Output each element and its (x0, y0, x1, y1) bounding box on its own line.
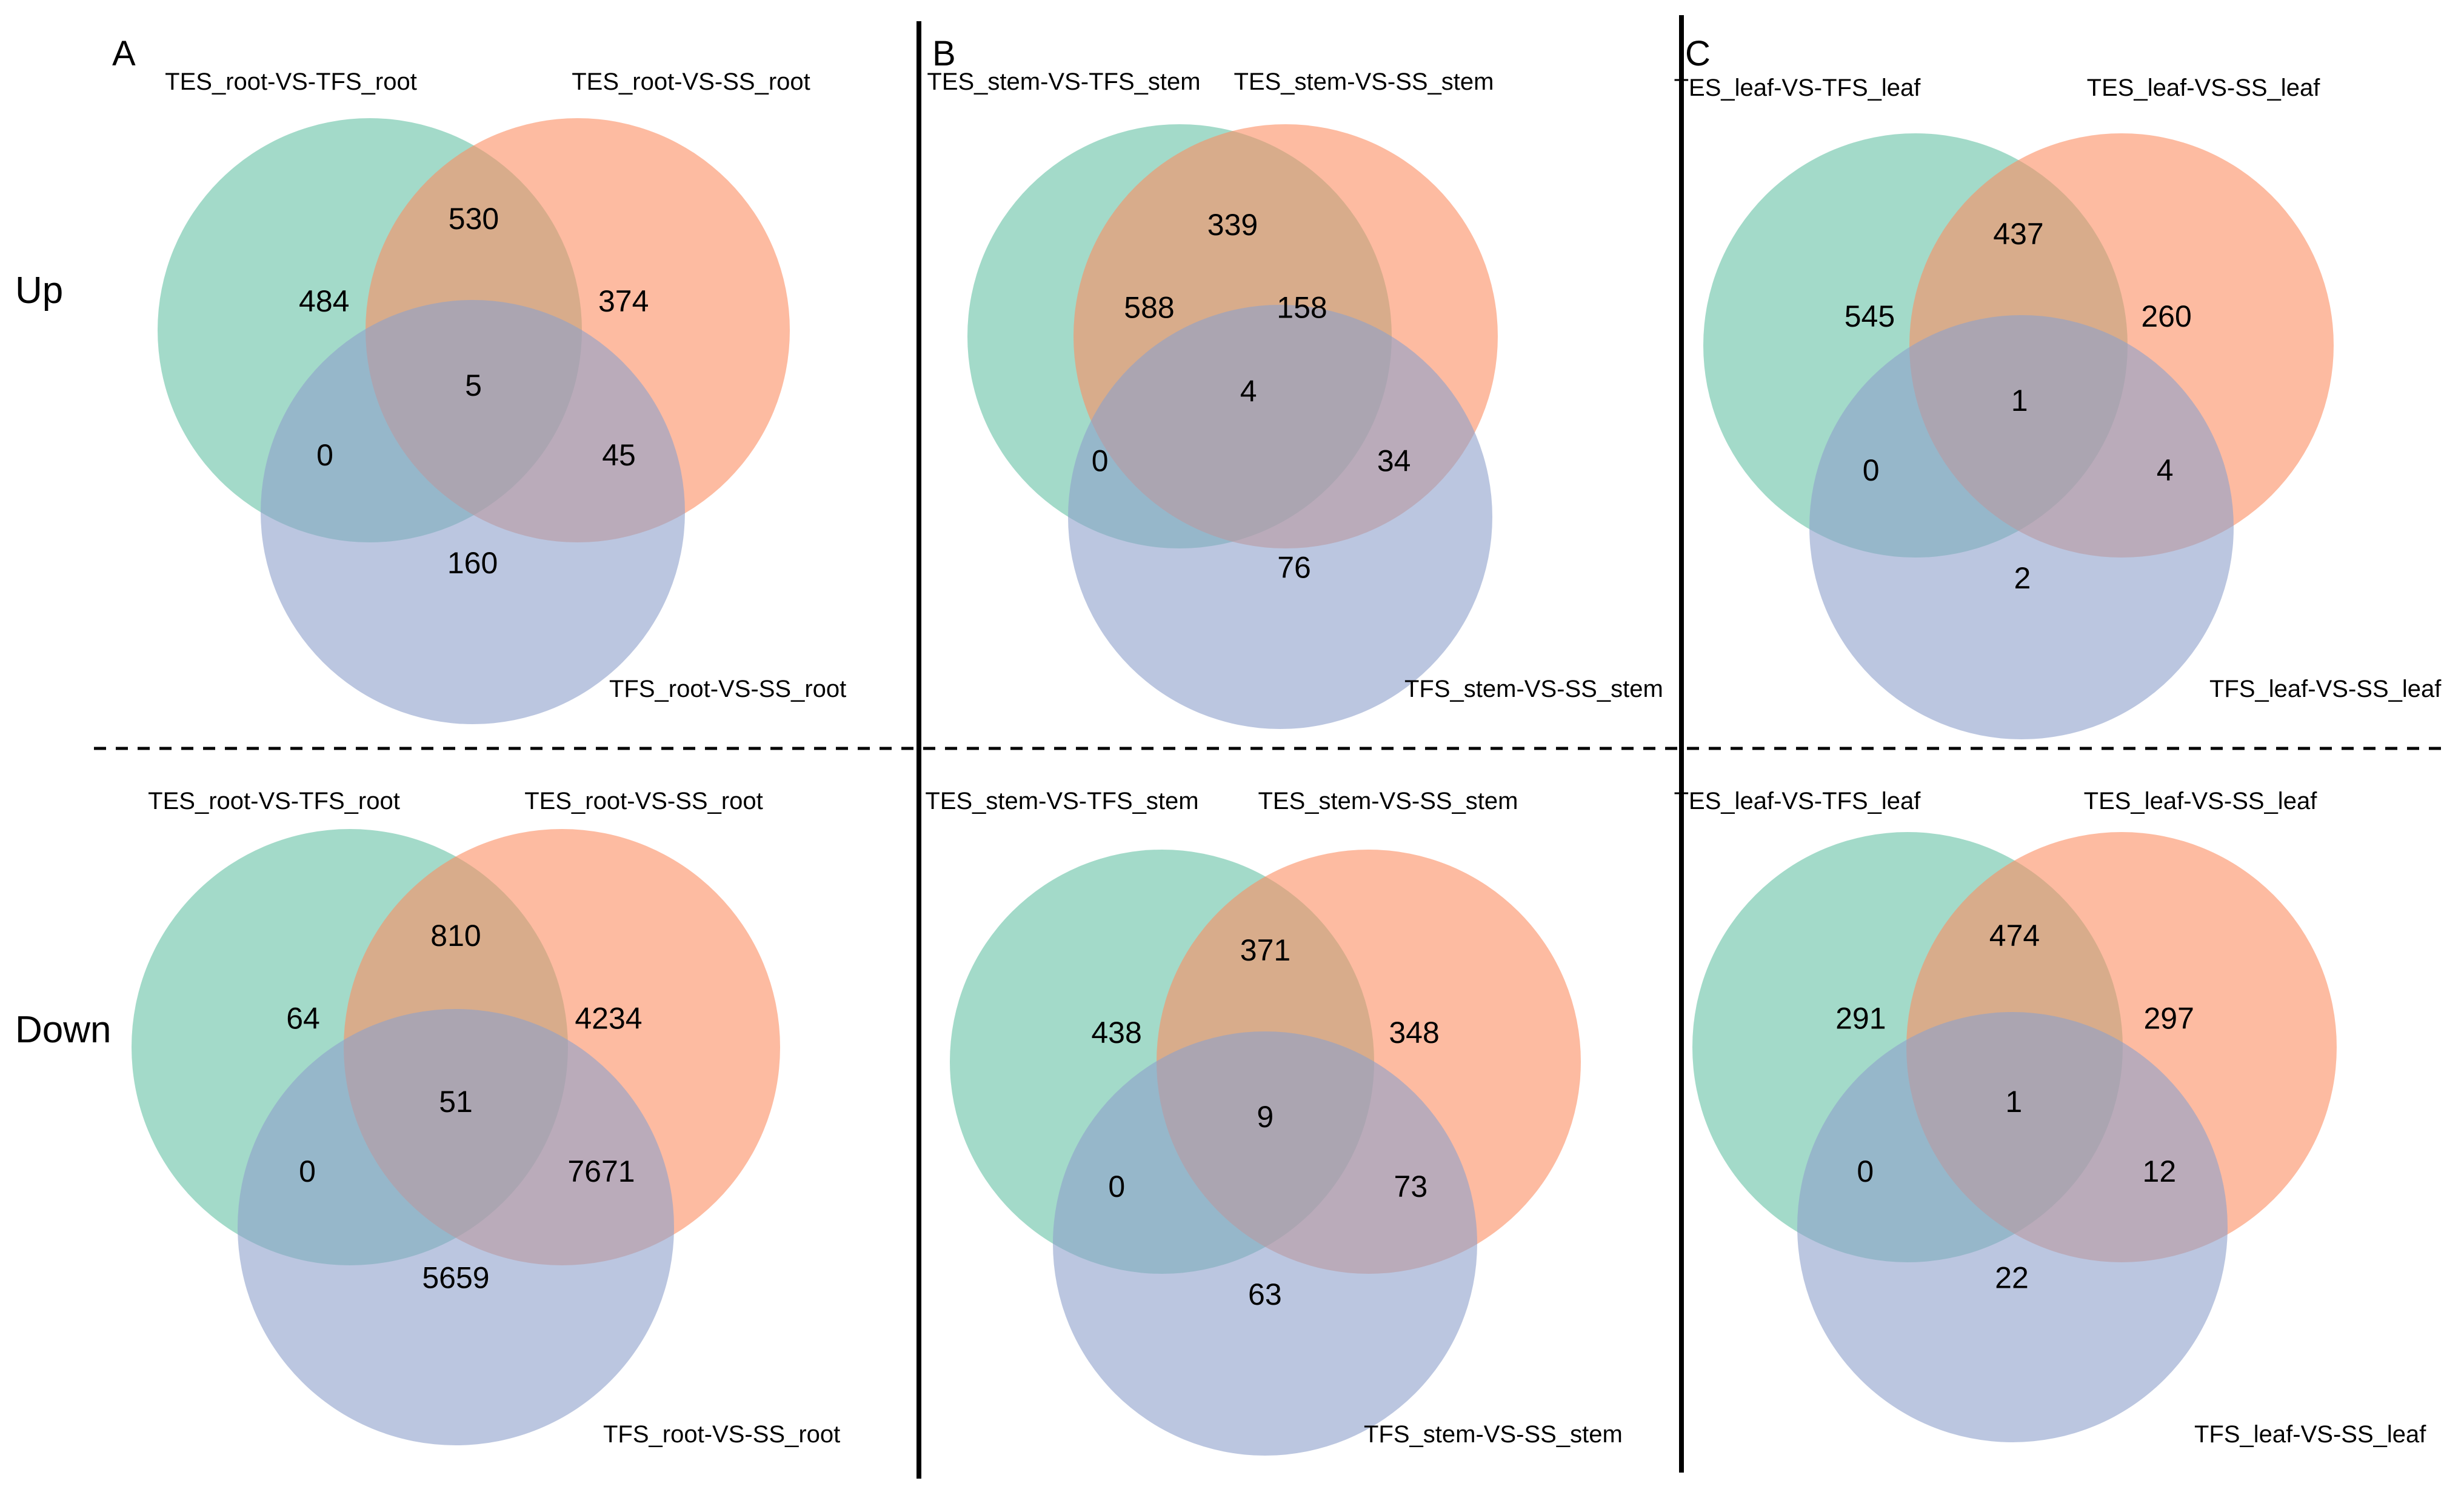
venn-set-label-3: TFS_stem-VS-SS_stem (1404, 676, 1663, 702)
venn-count-only2: 260 (2141, 299, 2191, 333)
venn-count-s23: 73 (1394, 1170, 1428, 1204)
venn-panel-a-down: TES_root-VS-TFS_root TES_root-VS-SS_root T… (132, 788, 840, 1448)
venn-count-only1: 438 (1091, 1016, 1141, 1050)
venn-count-s13: 0 (1108, 1170, 1125, 1204)
venn-count-only1: 484 (299, 284, 349, 318)
venn-count-only2: 4234 (575, 1002, 642, 1036)
venn-set-label-1: TES_leaf-VS-TFS_leaf (1674, 75, 1921, 101)
venn-set-label-1: TES_stem-VS-TFS_stem (927, 68, 1200, 95)
venn-set-label-3: TFS_root-VS-SS_root (603, 1421, 840, 1448)
venn-count-only2: 374 (598, 284, 649, 318)
venn-set-label-2: TES_stem-VS-SS_stem (1234, 68, 1494, 95)
venn-panel-c-up: TES_leaf-VS-TFS_leaf TES_leaf-VS-SS_leaf T… (1674, 75, 2442, 739)
venn-count-s123: 1 (2011, 384, 2028, 418)
venn-set-label-3: TFS_root-VS-SS_root (609, 676, 846, 702)
venn-count-only3: 63 (1248, 1277, 1282, 1311)
venn-count-s12: 530 (449, 202, 499, 236)
venn-count-only1: 588 (1124, 290, 1174, 324)
row-label-up: Up (15, 270, 63, 311)
venn-count-s123: 9 (1257, 1100, 1274, 1134)
venn-count-s123: 4 (1240, 375, 1257, 408)
venn-circle-set3 (1797, 1012, 2228, 1442)
venn-set-label-2: TES_leaf-VS-SS_leaf (2084, 788, 2318, 814)
venn-count-only1: 64 (286, 1002, 320, 1036)
venn-count-only3: 22 (1995, 1260, 2029, 1294)
row-label-down: Down (15, 1009, 112, 1051)
venn-count-s12: 339 (1207, 208, 1258, 242)
venn-count-s13: 0 (1092, 444, 1109, 478)
venn-count-only3: 160 (447, 546, 498, 580)
venn-set-label-1: TES_leaf-VS-TFS_leaf (1674, 788, 1921, 814)
venn-count-s12: 474 (1989, 919, 2040, 953)
venn-count-only1: 291 (1835, 1002, 1886, 1036)
panel-label-c: C (1685, 34, 1711, 73)
venn-set-label-1: TES_stem-VS-TFS_stem (925, 788, 1198, 814)
venn-panel-b-up: TES_stem-VS-TFS_stem TES_stem-VS-SS_stem T… (927, 68, 1663, 729)
venn-circle-set3 (1053, 1031, 1477, 1456)
venn-circle-set3 (238, 1009, 674, 1445)
venn-count-s23: 34 (1377, 444, 1411, 478)
venn-circle-set3 (1809, 315, 2234, 739)
venn-set-label-2: TES_root-VS-SS_root (524, 788, 763, 814)
venn-set-label-3: TFS_leaf-VS-SS_leaf (2194, 1421, 2426, 1448)
venn-count-only2: 158 (1277, 290, 1327, 324)
panel-label-a: A (112, 34, 136, 73)
venn-count-only3: 5659 (422, 1260, 489, 1294)
venn-set-label-2: TES_stem-VS-SS_stem (1258, 788, 1518, 814)
venn-set-label-3: TFS_stem-VS-SS_stem (1364, 1421, 1623, 1448)
venn-count-s23: 12 (2143, 1154, 2177, 1188)
venn-count-s23: 4 (2157, 453, 2174, 487)
venn-count-only3: 76 (1277, 551, 1311, 585)
venn-count-s13: 0 (1857, 1154, 1874, 1188)
venn-count-s13: 0 (316, 438, 333, 472)
venn-count-only2: 297 (2143, 1002, 2194, 1036)
venn-panel-b-down: TES_stem-VS-TFS_stem TES_stem-VS-SS_stem T… (925, 788, 1623, 1456)
venn-count-s12: 437 (1993, 217, 2043, 251)
venn-set-label-2: TES_root-VS-SS_root (572, 68, 810, 95)
venn-count-only3: 2 (2014, 561, 2031, 595)
venn-count-s123: 5 (465, 368, 482, 402)
venn-set-label-1: TES_root-VS-TFS_root (165, 68, 417, 95)
venn-count-only1: 545 (1845, 299, 1895, 333)
venn-set-label-1: TES_root-VS-TFS_root (148, 788, 400, 814)
venn-circle-set3 (261, 300, 685, 724)
venn-count-s12: 810 (430, 919, 481, 953)
venn-count-s13: 0 (299, 1154, 316, 1188)
venn-count-s123: 1 (2005, 1085, 2022, 1119)
venn-count-s23: 45 (602, 438, 636, 472)
venn-count-s12: 371 (1240, 933, 1290, 967)
panel-label-b: B (932, 34, 956, 73)
venn-circle-set3 (1068, 305, 1492, 729)
venn-panel-c-down: TES_leaf-VS-TFS_leaf TES_leaf-VS-SS_leaf T… (1674, 788, 2427, 1448)
venn-count-s13: 0 (1863, 453, 1880, 487)
venn-count-only2: 348 (1389, 1016, 1439, 1050)
venn-set-label-3: TFS_leaf-VS-SS_leaf (2209, 676, 2442, 702)
venn-panel-a-up: TES_root-VS-TFS_root TES_root-VS-SS_root T… (158, 68, 846, 724)
venn-count-s23: 7671 (567, 1154, 635, 1188)
venn-set-label-2: TES_leaf-VS-SS_leaf (2087, 75, 2321, 101)
venn-count-s123: 51 (439, 1085, 473, 1119)
